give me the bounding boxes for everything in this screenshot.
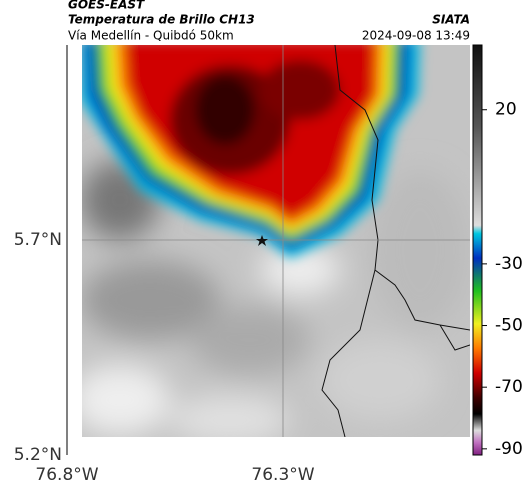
lat-label: 5.2°N [14, 445, 62, 465]
agency: SIATA [432, 13, 470, 27]
lat-label: 5.7°N [14, 230, 62, 250]
colorbar-tick-label: -50 [495, 316, 523, 336]
colorbar-tick-label: -30 [495, 254, 523, 274]
title: Temperatura de Brillo CH13 [68, 13, 255, 27]
colorbar-tick-label: -90 [495, 439, 523, 459]
map-image [82, 45, 470, 437]
lon-label: 76.8°W [35, 465, 98, 485]
colorbar-tick-label: 20 [495, 100, 517, 120]
colorbar-tick-label: -70 [495, 377, 523, 397]
subtitle: Vía Medellín - Quibdó 50km [68, 29, 234, 43]
colorbar: 20 -30 -50 -70 -90 [472, 44, 523, 459]
lon-label: 76.3°W [251, 465, 314, 485]
star-marker [256, 235, 268, 246]
source: GOES-EAST [68, 0, 145, 12]
colorbar-scale [472, 44, 483, 456]
datetime: 2024-09-08 13:49 [362, 29, 470, 43]
